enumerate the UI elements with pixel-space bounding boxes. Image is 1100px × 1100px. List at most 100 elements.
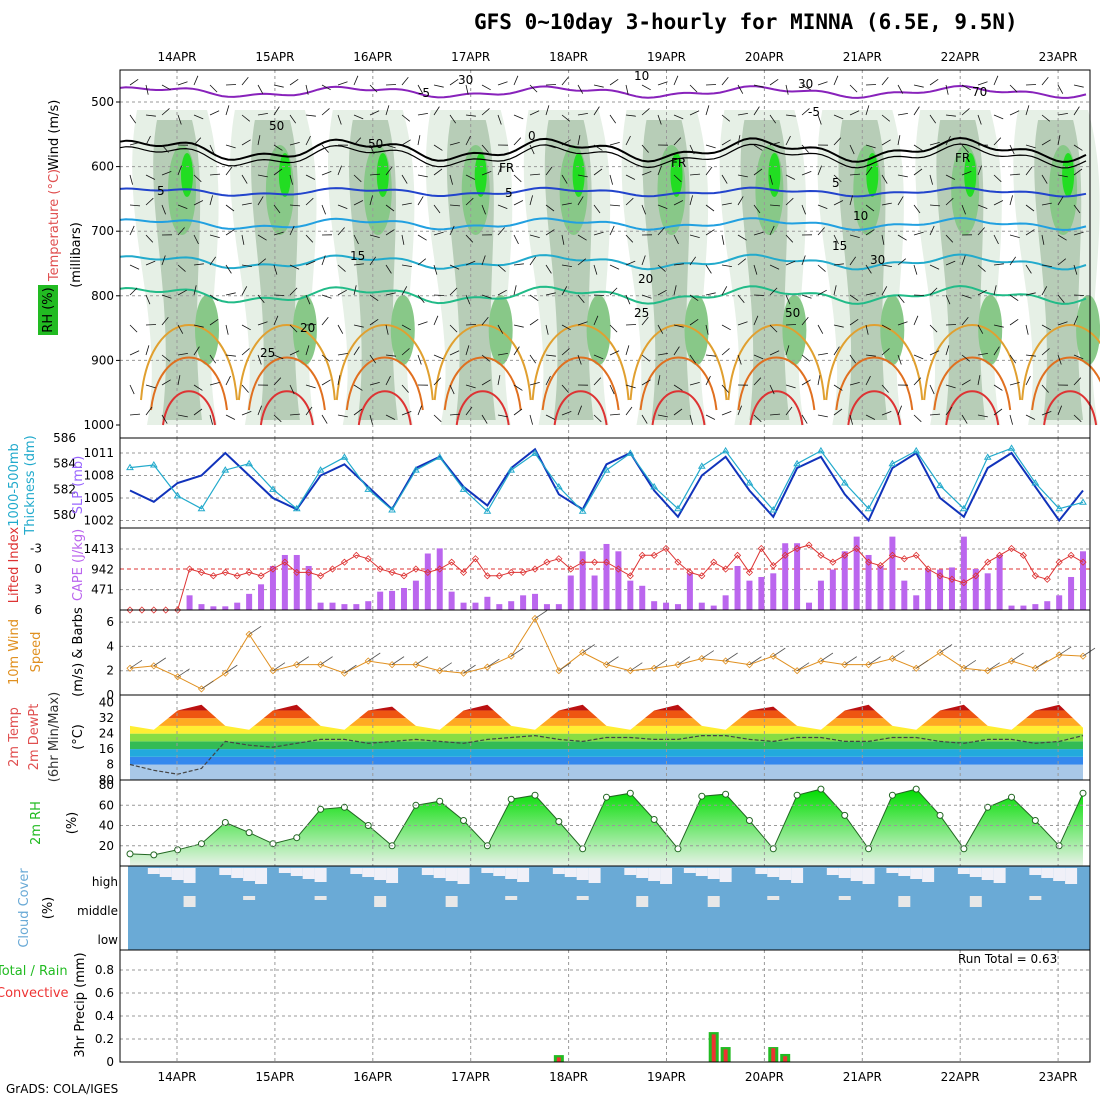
cloud-gap-high — [862, 868, 875, 884]
li-tick-label: 6 — [34, 603, 42, 617]
wind-barb — [225, 229, 235, 236]
wind-barb — [385, 229, 395, 236]
wind-barb — [321, 84, 331, 91]
precip-panel-frame — [119, 949, 1091, 1063]
wind-barb — [929, 264, 940, 270]
thickness-marker — [459, 485, 468, 492]
wind-barb — [145, 135, 151, 146]
temp-contour-30 — [639, 356, 718, 411]
wind-barb — [817, 289, 827, 296]
top-date-label: 17APR — [451, 50, 490, 64]
run-total-label: Run Total = 0.63 — [958, 952, 1058, 966]
wind-barb — [209, 294, 219, 302]
wind-barb — [1057, 258, 1067, 266]
wind-barb — [209, 234, 220, 238]
rh-marker — [936, 811, 944, 819]
wind-barb — [353, 234, 359, 245]
wind-barb — [737, 321, 748, 326]
cape-bar — [913, 595, 920, 610]
wind-barb — [897, 174, 908, 178]
li-tick-label: 3 — [34, 583, 42, 597]
wind-barb — [1041, 76, 1049, 86]
li-marker — [865, 558, 873, 566]
wind-barb — [945, 384, 956, 389]
wind-barb — [881, 384, 889, 393]
precip-conv-bar — [556, 1057, 561, 1062]
wind-barb-10m — [773, 647, 786, 657]
temp-bands — [130, 704, 1083, 780]
wind-barb — [529, 382, 540, 386]
li-marker — [126, 606, 134, 614]
wind-barb — [625, 294, 631, 305]
wind-barb — [177, 165, 182, 176]
cape-bar — [710, 605, 717, 610]
li-marker — [209, 572, 217, 580]
cloud-gap-high — [826, 868, 839, 875]
rh-tick-label: 40 — [99, 819, 114, 833]
li-marker — [757, 544, 765, 553]
wind-barb — [561, 348, 570, 356]
wind-barb — [193, 200, 204, 206]
wind-barb — [593, 294, 605, 296]
wind-barb — [993, 324, 1004, 328]
wind-barb-10m — [844, 656, 857, 665]
wind-barb — [305, 406, 313, 416]
rh-tick-label: 80 — [99, 778, 114, 792]
rh-marker — [817, 785, 825, 793]
wind-barb — [417, 354, 422, 365]
cloud-gap-high — [695, 868, 708, 876]
wind-barb — [849, 382, 860, 386]
wind-barb — [609, 142, 620, 146]
wind-barb — [385, 414, 396, 420]
cape-bar — [948, 567, 955, 610]
wind-barb — [993, 384, 1003, 391]
wind-barb — [721, 411, 732, 416]
wind-barb — [289, 78, 299, 86]
wind-barb — [337, 353, 348, 356]
wind-barb — [705, 144, 716, 149]
thickness-marker — [1031, 479, 1040, 486]
wind-barb — [401, 324, 411, 331]
wind-barb — [417, 113, 428, 116]
wind-barb — [785, 345, 790, 356]
li-marker — [996, 551, 1004, 559]
wind-barb — [977, 114, 982, 125]
wind-barb — [657, 324, 664, 334]
wind-tick-label: 2 — [106, 664, 114, 678]
wind-barb — [337, 264, 346, 272]
temp-contour-35 — [847, 390, 902, 426]
cape-bar — [377, 591, 384, 610]
wind-barb — [449, 324, 458, 333]
wind-barb — [241, 234, 245, 245]
wind-barb — [593, 264, 598, 275]
wind-barb — [193, 174, 202, 183]
wind-barb — [897, 135, 901, 146]
temp-band — [130, 710, 1083, 719]
contour-label: 15 — [350, 249, 365, 263]
wind-barb — [609, 264, 620, 270]
wind-barb — [737, 135, 741, 146]
wind-barb — [1025, 375, 1031, 386]
wind-barb — [753, 315, 759, 326]
wind-barb — [449, 174, 453, 185]
rh-swatch — [38, 285, 58, 335]
cape-bar — [412, 580, 419, 610]
thickness-marker — [531, 449, 539, 456]
cloud-gap-high — [564, 868, 577, 877]
temp-contour-25 — [140, 324, 238, 401]
temp-contour-25 — [825, 324, 924, 401]
thickness-tick-label: 580 — [53, 508, 76, 522]
wind-barb — [337, 114, 342, 125]
li-marker — [853, 544, 861, 553]
wind-barb-10m — [725, 652, 738, 662]
bottom-date-label: 18APR — [549, 1070, 588, 1084]
wind-barb — [369, 144, 375, 155]
wind-barb — [1057, 84, 1064, 94]
top-date-label: 15APR — [255, 50, 294, 64]
contour-label: 50 — [785, 306, 800, 320]
wind-barb — [961, 414, 968, 424]
wind-barb — [753, 106, 760, 116]
rh-marker — [745, 817, 753, 824]
contour-label: 20 — [638, 272, 653, 286]
bottom-date-label: 20APR — [745, 1070, 784, 1084]
